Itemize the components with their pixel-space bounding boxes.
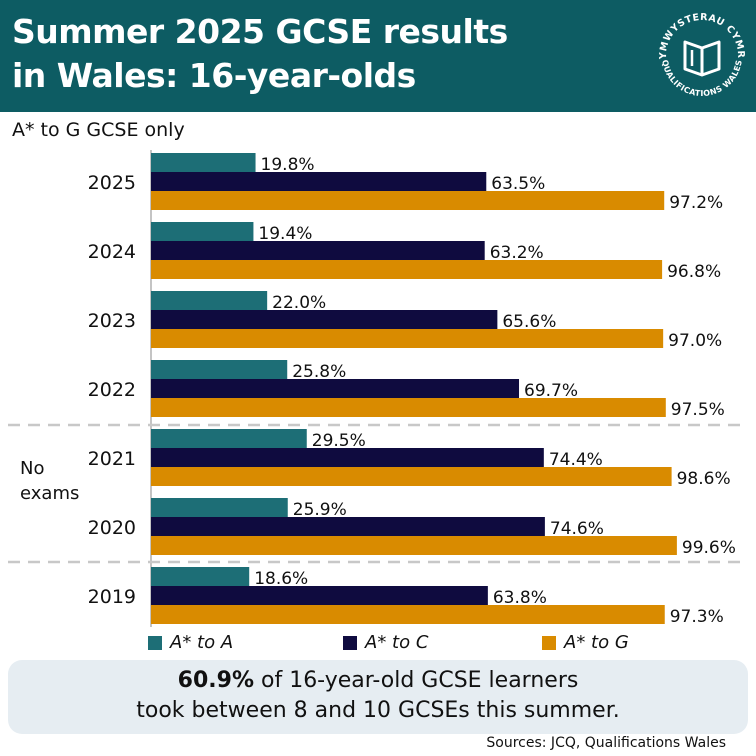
no-exams-label: No exams (20, 458, 79, 504)
bar-2020-a-star-to-g (151, 536, 677, 555)
bar-2023-a-star-to-g (151, 329, 664, 348)
page-title: Summer 2025 GCSE results in Wales: 16-ye… (12, 10, 652, 98)
callout-text-1: of 16-year-old GCSE learners (254, 668, 579, 693)
category-label-2022: 2022 (88, 379, 136, 401)
bar-2021-a-star-to-g (151, 467, 672, 486)
bar-2025-a-star-to-g (151, 191, 665, 210)
qualifications-wales-logo: CYMWYSTERAU CYMRU QUALIFICATIONS WALES (652, 6, 746, 98)
legend-label-a-star-to-c: A* to C (365, 632, 429, 653)
value-label-2022-a-star-to-c: 69.7% (524, 381, 578, 401)
legend-item-a-star-to-g: A* to G (542, 632, 629, 653)
sources-note: Sources: JCQ, Qualifications Wales (486, 735, 726, 751)
bar-2021-a-star-to-c (151, 448, 544, 467)
category-label-2019: 2019 (88, 586, 136, 608)
value-label-2025-a-star-to-c: 63.5% (491, 174, 545, 194)
value-label-2025-a-star-to-g: 97.2% (669, 193, 723, 213)
title-line-1: Summer 2025 GCSE results (12, 12, 508, 51)
book-icon (683, 40, 721, 77)
callout-line-1: 60.9% of 16-year-old GCSE learners (8, 666, 748, 696)
chart-legend: A* to A A* to C A* to G (0, 632, 756, 656)
value-label-2023-a-star-to-a: 22.0% (272, 293, 326, 313)
value-label-2019-a-star-to-g: 97.3% (670, 607, 724, 627)
value-label-2021-a-star-to-c: 74.4% (549, 450, 603, 470)
bar-2019-a-star-to-a (151, 567, 250, 586)
bar-2019-a-star-to-g (151, 605, 665, 624)
bar-2020-a-star-to-a (151, 498, 288, 517)
value-label-2020-a-star-to-a: 25.9% (293, 500, 347, 520)
value-label-2024-a-star-to-g: 96.8% (667, 262, 721, 282)
category-label-2024: 2024 (88, 241, 136, 263)
bar-2025-a-star-to-a (151, 153, 256, 172)
category-label-2023: 2023 (88, 310, 136, 332)
value-label-2020-a-star-to-c: 74.6% (550, 519, 604, 539)
header-banner: Summer 2025 GCSE results in Wales: 16-ye… (0, 0, 756, 112)
value-label-2025-a-star-to-a: 19.8% (261, 155, 315, 175)
bar-2022-a-star-to-g (151, 398, 666, 417)
value-label-2021-a-star-to-a: 29.5% (312, 431, 366, 451)
value-label-2023-a-star-to-c: 65.6% (502, 312, 556, 332)
value-label-2024-a-star-to-c: 63.2% (490, 243, 544, 263)
bar-2021-a-star-to-a (151, 429, 307, 448)
callout-box: 60.9% of 16-year-old GCSE learners took … (8, 660, 748, 734)
bar-2022-a-star-to-a (151, 360, 288, 379)
title-line-2: in Wales: 16-year-olds (12, 56, 416, 95)
legend-item-a-star-to-a: A* to A (148, 632, 233, 653)
bar-2025-a-star-to-c (151, 172, 487, 191)
bar-2022-a-star-to-c (151, 379, 520, 398)
legend-label-a-star-to-a: A* to A (170, 632, 234, 653)
value-label-2020-a-star-to-g: 99.6% (682, 538, 736, 558)
category-label-2025: 2025 (88, 172, 136, 194)
callout-highlight: 60.9% (177, 668, 254, 693)
value-label-2022-a-star-to-g: 97.5% (671, 400, 725, 420)
bar-2024-a-star-to-c (151, 241, 485, 260)
bar-2024-a-star-to-a (151, 222, 254, 241)
value-label-2022-a-star-to-a: 25.8% (292, 362, 346, 382)
value-label-2024-a-star-to-a: 19.4% (258, 224, 312, 244)
chart-subtitle: A* to G GCSE only (12, 119, 185, 141)
callout-line-2: took between 8 and 10 GCSEs this summer. (136, 698, 620, 723)
legend-swatch-a-star-to-c (343, 635, 357, 650)
value-label-2023-a-star-to-g: 97.0% (668, 331, 722, 351)
bar-2023-a-star-to-c (151, 310, 498, 329)
legend-label-a-star-to-g: A* to G (564, 632, 629, 653)
value-label-2019-a-star-to-a: 18.6% (254, 569, 308, 589)
value-label-2019-a-star-to-c: 63.8% (493, 588, 547, 608)
bar-2020-a-star-to-c (151, 517, 545, 536)
legend-swatch-a-star-to-a (148, 635, 162, 650)
category-label-2021: 2021 (88, 448, 136, 470)
bar-2024-a-star-to-g (151, 260, 663, 279)
bar-2023-a-star-to-a (151, 291, 268, 310)
value-label-2021-a-star-to-g: 98.6% (677, 469, 731, 489)
bar-2019-a-star-to-c (151, 586, 488, 605)
category-label-2020: 2020 (88, 517, 136, 539)
legend-item-a-star-to-c: A* to C (343, 632, 428, 653)
legend-swatch-a-star-to-g (542, 635, 556, 650)
